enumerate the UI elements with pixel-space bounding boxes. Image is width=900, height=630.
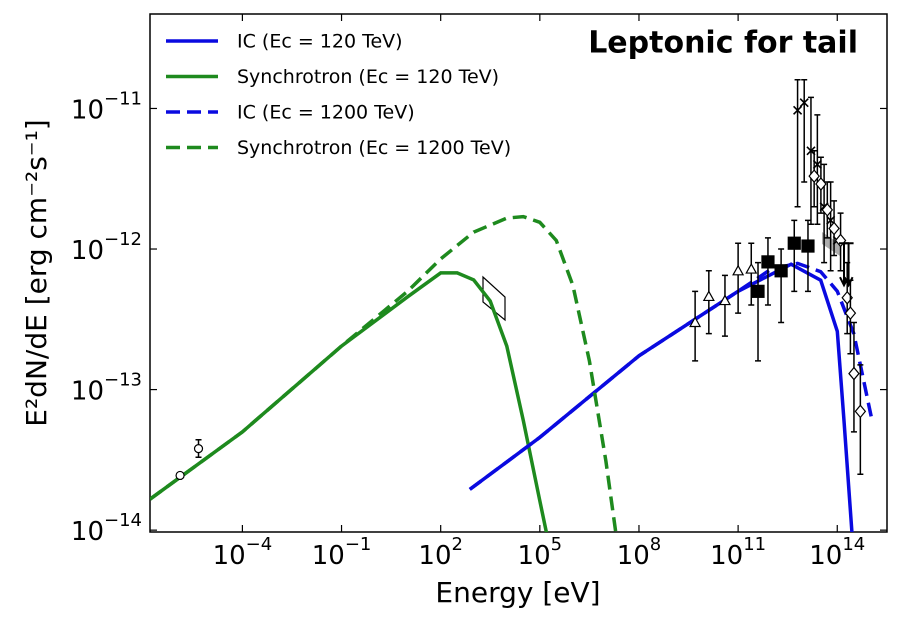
data-point [854,404,867,419]
x-tick-label: 1014 [809,534,865,571]
error-bar [778,248,785,324]
data-point [718,294,731,306]
error-bar [791,219,798,293]
error-bar [804,219,811,293]
error-bar [821,163,828,264]
error-bar [764,237,771,306]
y-tick-label: 10−12 [71,229,142,266]
x-tick-label: 1011 [710,534,766,571]
data-point [732,264,745,276]
legend-label: IC (Ec = 1200 TeV) [237,102,415,124]
error-bar [721,274,728,337]
x-tick-label: 108 [617,534,662,571]
data-point [793,105,803,115]
data-point [702,290,715,302]
data-point [689,316,702,328]
x-tick-label: 102 [418,534,463,571]
data-point [828,221,840,236]
data-point [844,306,857,321]
data-point [787,236,801,250]
plot-area [150,79,875,532]
data-point [815,177,827,191]
plot-frame [149,13,888,533]
x-tick-label: 105 [518,534,563,571]
y-tick-label: 10−14 [71,510,142,547]
data-point [808,169,820,184]
data-point [175,470,185,481]
error-bar [755,261,762,362]
data-point [745,262,758,274]
error-bar [857,364,864,475]
error-bar [814,114,821,226]
legend-label: Synchrotron (Ec = 120 TeV) [237,66,499,88]
error-bar [748,242,755,306]
data-point [193,444,204,454]
series-line [150,271,549,532]
legend-label: IC (Ec = 120 TeV) [237,31,403,53]
legend-label: Synchrotron (Ec = 1200 TeV) [237,137,511,159]
data-point [751,284,765,298]
error-bar [735,242,742,314]
chart-title: Leptonic for tail [588,26,858,61]
data-point [761,255,775,269]
data-point [799,98,809,108]
data-point [774,264,788,278]
error-bar [801,79,808,183]
x-tick-label: 10−4 [213,534,273,571]
series-line [150,214,618,532]
y-tick-label: 10−13 [71,370,142,407]
y-axis-label: E²dN/dE [erg cm⁻²s⁻¹] [20,119,53,426]
error-bar [807,96,814,226]
upper-limit [843,242,854,288]
x-axis-label: Energy [eV] [435,576,600,609]
data-point [848,366,860,381]
series-line [468,262,854,532]
error-bar [794,79,801,208]
error-bar [705,270,712,335]
data-point [821,202,834,217]
y-tick-label: 10−11 [71,88,142,125]
x-tick-label: 10−1 [312,534,372,571]
data-point [801,239,815,253]
